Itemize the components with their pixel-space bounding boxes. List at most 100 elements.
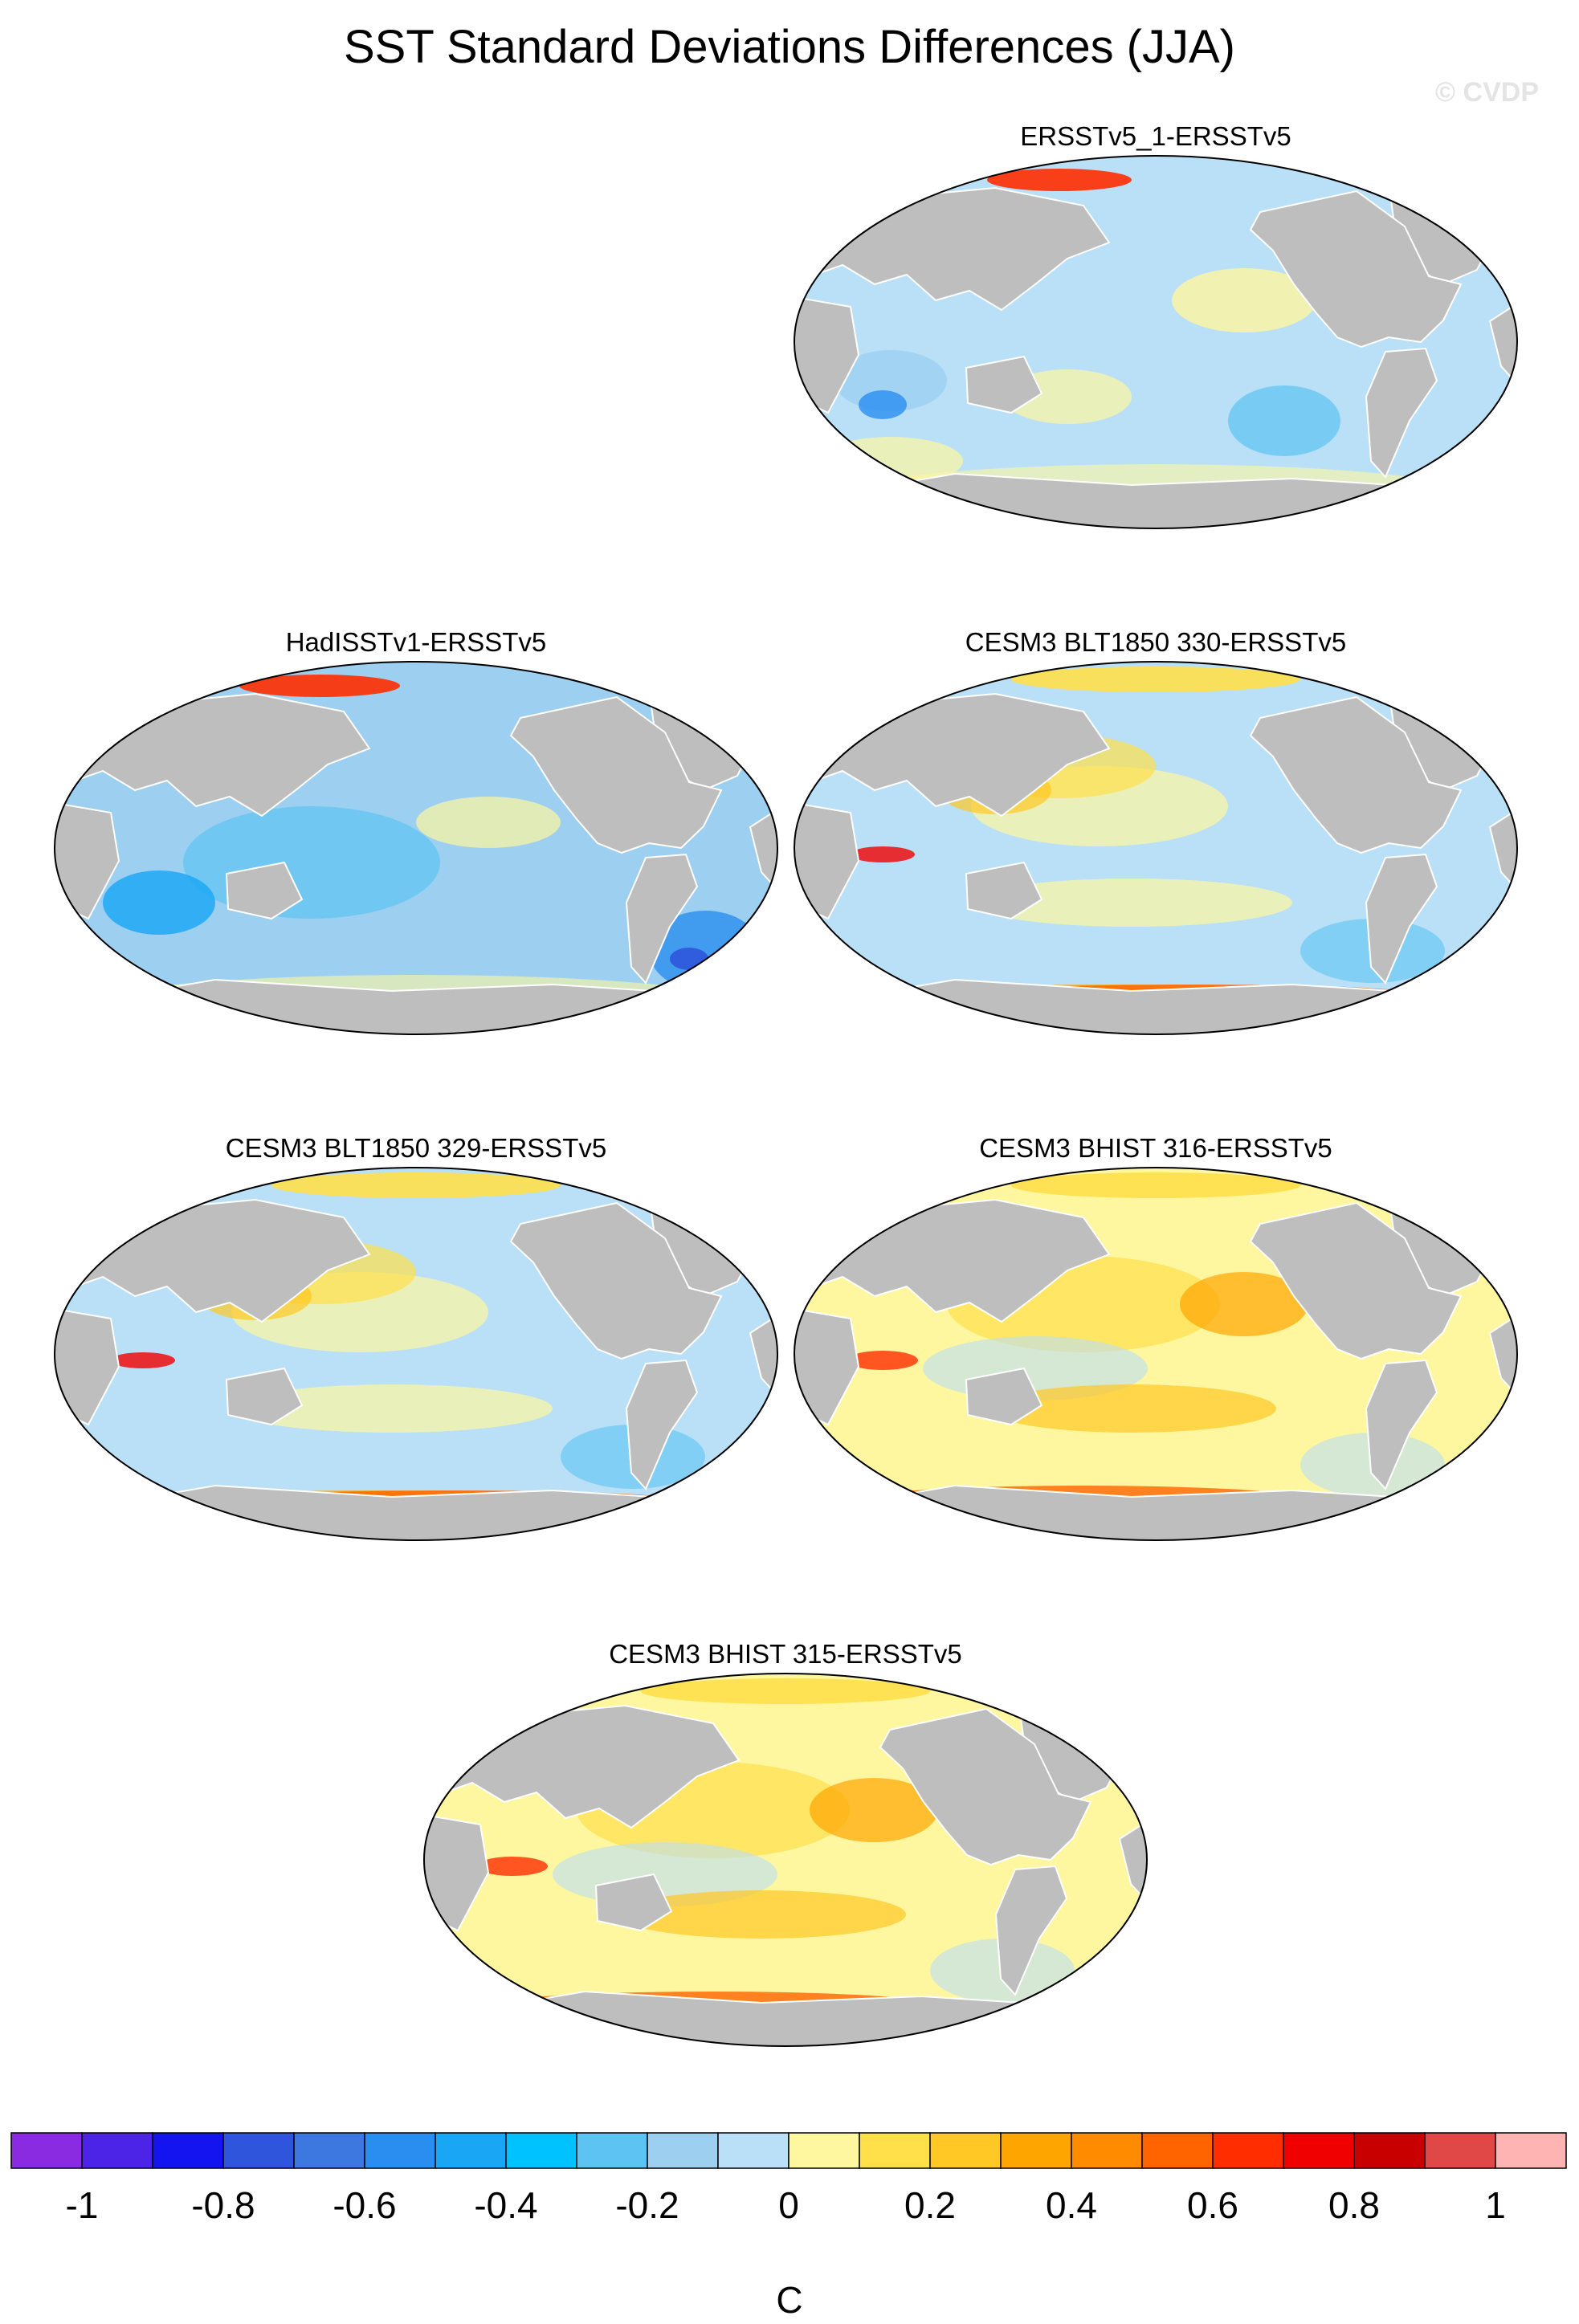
land-australia (965, 861, 1043, 920)
colorbar-swatch (1000, 2132, 1072, 2169)
anomaly-region (103, 870, 215, 935)
panel-title: CESM3 BHIST 315-ERSSTv5 (609, 1639, 962, 1669)
anomaly-region (231, 1384, 553, 1433)
map-clip (424, 1674, 1147, 2046)
anomaly-region (851, 846, 915, 862)
panel-title: HadISSTv1-ERSSTv5 (286, 627, 547, 657)
land-australia (594, 1873, 673, 1932)
map-clip (55, 662, 777, 1034)
colorbar-tick-label: -0.6 (333, 2184, 396, 2226)
land-australia (965, 1367, 1043, 1426)
anomaly-region (111, 1352, 175, 1368)
colorbar-swatch (929, 2132, 1002, 2169)
colorbar-swatch (10, 2132, 83, 2169)
anomaly-region (1172, 268, 1316, 332)
anomaly-region (183, 806, 440, 919)
land-africa-east (1488, 808, 1517, 892)
colorbar-swatch (717, 2132, 790, 2169)
anomaly-region (987, 169, 1132, 191)
anomaly-region (1228, 385, 1340, 456)
anomaly-region (971, 879, 1292, 927)
anomaly-region (617, 1890, 906, 1939)
colorbar-tick-label: 0.6 (1187, 2184, 1238, 2226)
colorbar-tick-label: 1 (1485, 2184, 1506, 2226)
colorbar-units-label: C (776, 2279, 802, 2321)
watermark: © CVDP (1435, 77, 1539, 108)
colorbar-swatch (1071, 2132, 1143, 2169)
panel-title: CESM3 BLT1850 330-ERSSTv5 (965, 627, 1346, 657)
map-border (423, 1673, 1148, 2047)
land-north-america (879, 1707, 1092, 1866)
land-africa-east (749, 1314, 777, 1398)
anomaly-region (1011, 1172, 1300, 1198)
land-australia (225, 861, 304, 920)
colorbar-swatch (364, 2132, 436, 2169)
map-panel-2: HadISSTv1-ERSSTv5 (54, 627, 778, 1035)
colorbar-tick-label: 0.4 (1046, 2184, 1097, 2226)
map-clip (55, 1168, 777, 1540)
colorbar-tick-label: -0.4 (474, 2184, 537, 2226)
land-north-america (1249, 1201, 1463, 1360)
land-africa-east (749, 808, 777, 892)
figure-title: SST Standard Deviations Differences (JJA… (344, 21, 1235, 73)
map-panel-6: CESM3 BHIST 315-ERSSTv5 (423, 1639, 1148, 2047)
anomaly-region (670, 948, 708, 970)
land-north-america (509, 1201, 723, 1360)
colorbar: -1 -0.8 -0.6 -0.4 -0.2 0 0.2 0.4 0.6 0.8 1 (10, 2132, 1567, 2226)
anomaly-region (416, 797, 561, 848)
land-africa (794, 296, 860, 414)
colorbar-swatch (1212, 2132, 1284, 2169)
colorbar-swatch (1495, 2132, 1567, 2169)
anomaly-region (271, 1172, 561, 1198)
anomaly-region (239, 675, 400, 697)
colorbar-swatch (81, 2132, 153, 2169)
anomaly-region (847, 1351, 918, 1370)
map-panel-4: CESM3 BLT1850 329-ERSSTv5 (54, 1133, 778, 1541)
map-border (794, 661, 1518, 1035)
colorbar-swatch (1141, 2132, 1214, 2169)
colorbar-swatch (222, 2132, 295, 2169)
map-border (54, 661, 778, 1035)
colorbar-swatch (788, 2132, 860, 2169)
land-africa (55, 1307, 120, 1426)
map-clip (794, 1168, 1517, 1540)
land-south-america (625, 853, 699, 985)
land-north-america (509, 695, 723, 854)
map-panel-5: CESM3 BHIST 316-ERSSTv5 (794, 1133, 1518, 1541)
colorbar-tick-label: 0.8 (1328, 2184, 1380, 2226)
land-africa-east (1488, 302, 1517, 386)
map-panel-1: ERSSTv5_1-ERSSTv5 (794, 121, 1518, 529)
land-africa (794, 1307, 860, 1426)
land-south-america (994, 1865, 1068, 1996)
colorbar-tick-label: -0.2 (615, 2184, 679, 2226)
colorbar-swatch (152, 2132, 224, 2169)
land-australia (225, 1367, 304, 1426)
anomaly-region (810, 1778, 938, 1842)
colorbar-tick-label: 0 (778, 2184, 799, 2226)
colorbar-swatch (1353, 2132, 1426, 2169)
map-border (794, 1167, 1518, 1541)
anomaly-region (859, 390, 907, 419)
map-border (794, 155, 1518, 529)
map-clip (794, 156, 1517, 528)
anomaly-region (834, 350, 947, 411)
colorbar-tick-label: 0.2 (904, 2184, 956, 2226)
land-africa-east (1488, 1314, 1517, 1398)
land-south-america (1365, 853, 1438, 985)
colorbar-swatch (647, 2132, 719, 2169)
anomaly-region (641, 1678, 930, 1704)
land-south-america (1365, 347, 1438, 479)
colorbar-swatch (859, 2132, 931, 2169)
land-africa (794, 801, 860, 920)
map-panel-3: CESM3 BLT1850 330-ERSSTv5 (794, 627, 1518, 1035)
land-australia (965, 355, 1043, 414)
colorbar-swatch (576, 2132, 648, 2169)
land-south-america (625, 1359, 699, 1490)
colorbar-swatch (505, 2132, 577, 2169)
colorbar-tick-label: -1 (66, 2184, 99, 2226)
map-clip (794, 662, 1517, 1034)
land-north-america (1249, 190, 1463, 349)
panel-title: CESM3 BLT1850 329-ERSSTv5 (226, 1133, 606, 1163)
colorbar-swatch (1424, 2132, 1496, 2169)
